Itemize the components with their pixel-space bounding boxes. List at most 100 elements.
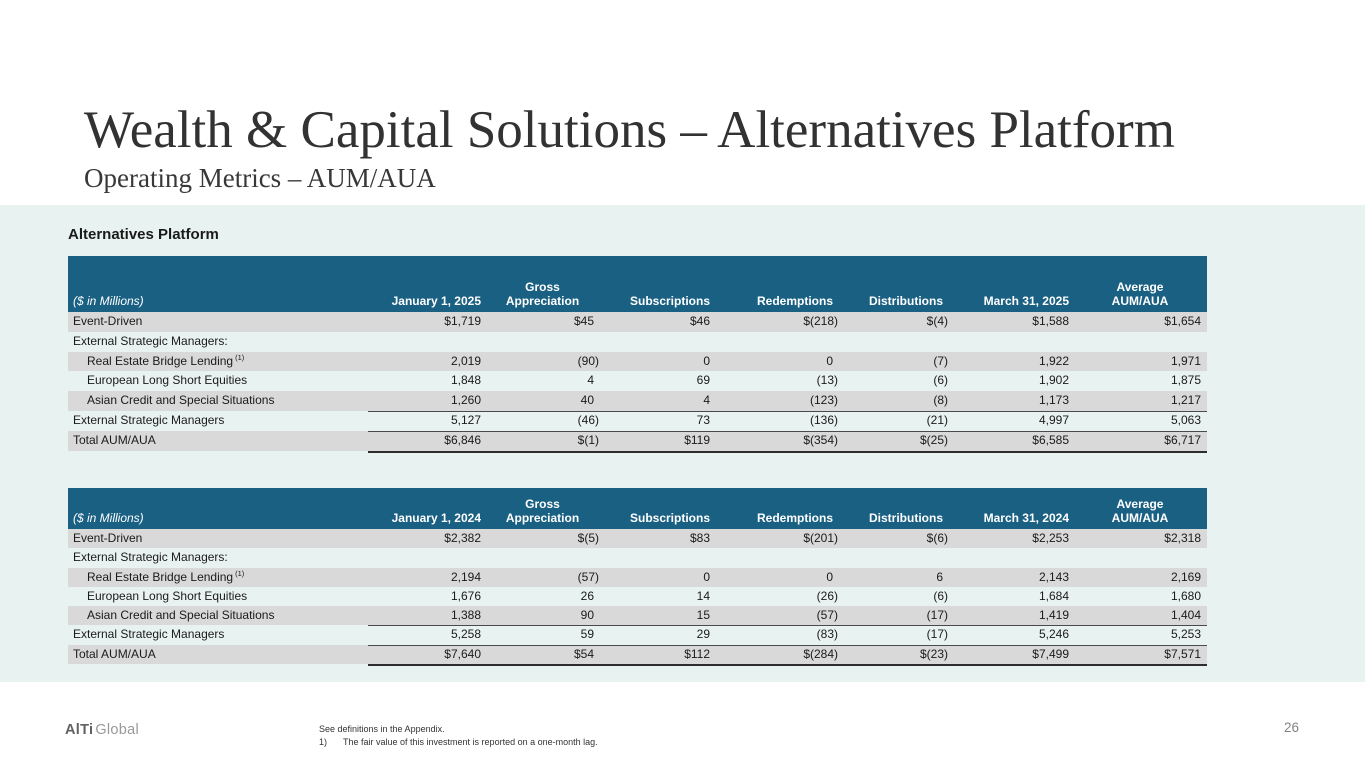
company-logo: AlTi Global [65, 722, 139, 738]
value-cell: 5,063 [1075, 411, 1207, 432]
value-cell: 15 [600, 606, 716, 627]
row-label: Asian Credit and Special Situations [87, 608, 275, 623]
column-header: January 1, 2024 [368, 511, 487, 529]
column-header-line2: Subscriptions [629, 294, 710, 308]
value-cell: $1,719 [444, 314, 481, 328]
value-cell: 1,971 [1170, 353, 1201, 368]
value-cell [949, 548, 1075, 567]
value-cell: 4 [587, 373, 594, 388]
column-header-line2: Redemptions [756, 511, 833, 525]
column-header-line2: Appreciation [505, 294, 580, 308]
value-cell [1075, 332, 1207, 352]
value-cell: $119 [600, 431, 716, 453]
footnote-1-text: The fair value of this investment is rep… [343, 737, 598, 747]
value-cell [600, 332, 716, 352]
value-cell [716, 332, 839, 352]
value-cell: 2,019 [450, 353, 481, 368]
column-header: Gross Appreciation [487, 497, 600, 529]
row-label: External Strategic Managers [73, 412, 225, 427]
value-cell: $(284) [716, 645, 839, 667]
value-cell: 40 [487, 391, 600, 412]
value-cell: 5,253 [1075, 625, 1207, 646]
table-row: Total AUM/AUA $6,846 $(1) $119 $(354) $(25) $6… [68, 430, 1207, 453]
value-cell: 2,143 [1038, 569, 1069, 584]
table-row: Asian Credit and Special Situations 1,260… [68, 391, 1207, 412]
value-cell [487, 332, 600, 352]
value-cell: $(218) [803, 314, 838, 328]
row-label: External Strategic Managers: [73, 333, 228, 348]
table-row: Total AUM/AUA $7,640 $54 $112 $(284) $(23) $7,… [68, 644, 1207, 667]
value-cell: 5,258 [368, 625, 487, 646]
value-cell: (6) [933, 588, 948, 603]
title-block: Wealth & Capital Solutions – Alternative… [84, 101, 1175, 194]
column-header: Average AUM/AUA [1075, 497, 1207, 529]
value-cell: (57) [716, 606, 839, 627]
table-row: Event-Driven $2,382 $(5) $83 $(201) $(6) $2,25… [68, 529, 1207, 549]
row-label: Total AUM/AUA [73, 432, 156, 447]
value-cell: 1,217 [1075, 391, 1207, 412]
column-header-line2: March 31, 2025 [983, 294, 1069, 308]
value-cell: (26) [816, 588, 838, 603]
value-cell: $1,654 [1164, 314, 1201, 328]
column-header-line2: AUM/AUA [1111, 511, 1169, 525]
unit-label: ($ in Millions) [73, 294, 144, 308]
value-cell: $2,318 [1164, 531, 1201, 545]
logo-text-bold: AlTi [65, 722, 94, 738]
column-header: March 31, 2025 [949, 294, 1075, 312]
value-cell [600, 548, 716, 567]
value-cell: (6) [933, 373, 948, 388]
table-row: Event-Driven $1,719 $45 $46 $(218) $(4) $1,588… [68, 312, 1207, 332]
value-cell: (46) [487, 411, 600, 432]
row-label: Event-Driven [73, 314, 143, 328]
value-cell: 1,680 [1170, 588, 1201, 603]
value-cell: 4,997 [949, 411, 1075, 432]
value-cell: 0 [826, 569, 833, 584]
value-cell [487, 548, 600, 567]
column-header-line2: AUM/AUA [1111, 294, 1169, 308]
row-label: Real Estate Bridge Lending (1) [87, 568, 245, 584]
value-cell: 1,922 [1038, 353, 1069, 368]
footnote-ref: (1) [235, 352, 245, 362]
logo-text-light: Global [95, 722, 140, 738]
value-cell: (13) [816, 373, 838, 388]
column-header-line2: Appreciation [505, 511, 580, 525]
value-cell [839, 332, 949, 352]
value-cell [368, 548, 487, 567]
value-cell: 5,127 [368, 411, 487, 432]
table-row: Real Estate Bridge Lending (1) 2,019 (90) 0 0… [68, 351, 1207, 372]
table-row: Asian Credit and Special Situations 1,388… [68, 606, 1207, 627]
column-header-line2: January 1, 2025 [391, 294, 481, 308]
value-cell: (136) [716, 411, 839, 432]
value-cell: 5,246 [949, 625, 1075, 646]
row-label: Real Estate Bridge Lending (1) [87, 352, 245, 368]
column-header-line2: Redemptions [756, 294, 833, 308]
value-cell: 0 [703, 353, 710, 368]
value-cell: 1,388 [368, 606, 487, 627]
page-subtitle: Operating Metrics – AUM/AUA [84, 163, 436, 194]
column-header-line2: January 1, 2024 [391, 511, 481, 525]
column-header: Gross Appreciation [487, 280, 600, 312]
value-cell: $7,571 [1075, 645, 1207, 667]
value-cell: $46 [689, 314, 710, 328]
value-cell: $(5) [577, 531, 599, 545]
value-cell: 4 [600, 391, 716, 412]
value-cell: (17) [839, 625, 949, 646]
value-cell: 26 [580, 588, 594, 603]
footnote-1-marker: 1) [319, 737, 328, 747]
value-cell: (83) [716, 625, 839, 646]
aum-table-q1-2025: ($ in Millions) January 1, 2025 Gross Appre… [68, 256, 1207, 453]
column-header: Average AUM/AUA [1075, 280, 1207, 312]
row-label: Total AUM/AUA [73, 646, 156, 661]
value-cell: 0 [703, 569, 710, 584]
row-label: External Strategic Managers [73, 627, 225, 642]
value-cell: $(4) [926, 314, 948, 328]
value-cell: $7,499 [949, 645, 1075, 667]
value-cell: $(23) [839, 645, 949, 667]
row-label: Event-Driven [73, 531, 143, 545]
table-row: External Strategic Managers 5,127 (46) 73 (1… [68, 411, 1207, 432]
row-label: European Long Short Equities [87, 373, 248, 388]
column-header: Redemptions [716, 511, 839, 529]
value-cell: 1,848 [450, 373, 481, 388]
table-row: European Long Short Equities 1,848 4 69 (13)… [68, 371, 1207, 391]
column-header: March 31, 2024 [949, 511, 1075, 529]
